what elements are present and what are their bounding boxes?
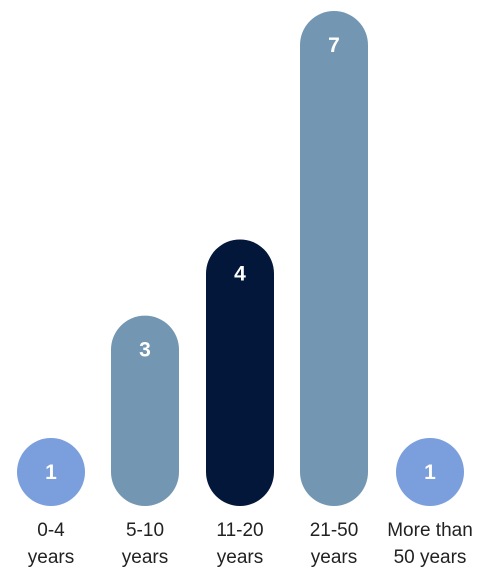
- category-labels-group: 0-4 years 5-10 years 11-20 years 21-50 years Mor…: [28, 520, 473, 568]
- bar-4: [396, 438, 464, 506]
- category-label-2-line-2: years: [217, 547, 263, 568]
- bar-0: [17, 438, 85, 506]
- category-label-1-line-1: 5-10: [126, 520, 164, 541]
- category-label-4-line-2: 50 years: [394, 547, 467, 568]
- bar-value-label-4: 1: [424, 461, 436, 484]
- category-label-3-line-1: 21-50: [310, 520, 359, 541]
- bar-value-label-1: 3: [139, 339, 151, 362]
- bars-group: [17, 11, 464, 506]
- bar-3: [300, 11, 368, 506]
- category-label-4-line-1: More than: [387, 520, 473, 541]
- bar-value-label-2: 4: [234, 262, 246, 285]
- bar-value-label-3: 7: [328, 34, 340, 57]
- category-label-0-line-1: 0-4: [37, 520, 65, 541]
- bar-2: [206, 239, 274, 506]
- category-label-0-line-2: years: [28, 547, 74, 568]
- category-label-1-line-2: years: [122, 547, 168, 568]
- category-label-2-line-1: 11-20: [216, 520, 263, 541]
- bar-1: [111, 315, 179, 506]
- bar-value-label-0: 1: [45, 461, 57, 484]
- category-label-3-line-2: years: [311, 547, 357, 568]
- value-labels-group: 1 3 4 7 1: [45, 34, 436, 484]
